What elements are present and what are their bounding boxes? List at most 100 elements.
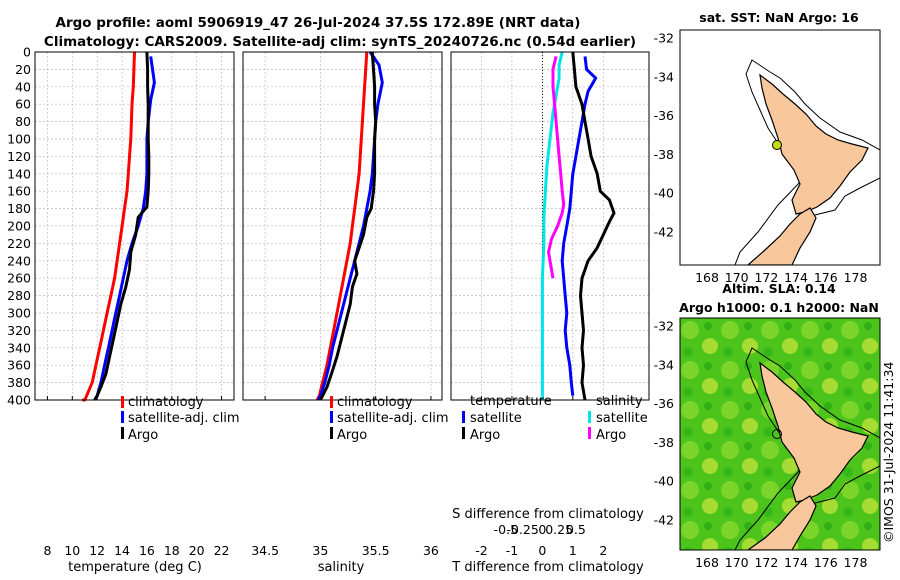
map-y-tick-label: -42 — [654, 513, 674, 528]
legend-swatch-argo — [121, 427, 124, 439]
sla-south-island — [746, 495, 817, 550]
series-t-argo — [571, 51, 616, 401]
x-tick-label: 14 — [114, 543, 130, 558]
map-y-tick-label: -38 — [654, 147, 674, 162]
s-tick-label: -0.25 — [506, 522, 538, 537]
y-tick-label: 240 — [7, 253, 31, 268]
y-tick-label: 0 — [23, 45, 31, 60]
y-tick-label: 200 — [7, 219, 31, 234]
salinity-panel: 34.5 35 35.5 36 salinity climatology satell… — [242, 51, 449, 575]
map-x-tick-label: 178 — [844, 270, 868, 285]
x-tick-label: -2 — [475, 543, 487, 558]
y-tick-label: 340 — [7, 340, 31, 355]
difference-xlabel-top: S difference from climatology — [452, 507, 644, 522]
y-tick-label: 20 — [15, 62, 31, 77]
legend-swatch-argo — [330, 427, 333, 439]
legend-t-argo: Argo — [470, 428, 500, 443]
sla-argo-marker — [772, 429, 782, 439]
sst-south-island — [747, 207, 817, 265]
series-s-argo — [547, 56, 566, 279]
map-x-tick-label: 176 — [814, 555, 838, 570]
x-tick-label: 35 — [312, 543, 328, 558]
legend-satellite: satellite-adj. clim — [337, 411, 449, 426]
legend-t-title: temperature — [470, 394, 552, 409]
figure-title-line2: Climatology: CARS2009. Satellite-adj cli… — [44, 34, 636, 50]
legend-swatch-satellite — [121, 411, 124, 423]
map-x-tick-label: 178 — [844, 555, 868, 570]
map-x-tick-label: 170 — [725, 270, 749, 285]
map-y-tick-label: -32 — [654, 319, 674, 334]
x-tick-label: 8 — [43, 543, 51, 558]
map-y-tick-label: -40 — [654, 474, 674, 489]
series-s-satellite — [540, 51, 564, 400]
map-x-tick-label: 172 — [754, 270, 778, 285]
y-tick-label: 120 — [7, 149, 31, 164]
map-y-tick-label: -36 — [654, 108, 674, 123]
series-argo — [93, 51, 151, 401]
sla-map-title-line1: Altim. SLA: 0.14 — [722, 281, 836, 296]
map-x-tick-label: 168 — [695, 270, 719, 285]
t-diff-legend: temperature satellite Argo — [462, 394, 552, 443]
x-tick-label: 20 — [189, 543, 205, 558]
y-tick-label: 220 — [7, 236, 31, 251]
legend-argo: Argo — [128, 428, 158, 443]
series-t-satellite — [560, 56, 598, 396]
map-y-tick-label: -36 — [654, 396, 674, 411]
map-y-tick-label: -40 — [654, 186, 674, 201]
y-tick-label: 300 — [7, 306, 31, 321]
sst-argo-marker — [772, 140, 782, 150]
y-tick-label: 360 — [7, 358, 31, 373]
legend-swatch-s-satellite — [588, 411, 591, 423]
sla-map-title-line2: Argo h1000: 0.1 h2000: NaN — [679, 300, 879, 315]
map-x-tick-label: 168 — [695, 555, 719, 570]
s-tick-label: 0 — [538, 522, 546, 537]
map-x-tick-label: 174 — [784, 270, 808, 285]
salinity-xlabel: salinity — [318, 560, 365, 575]
temperature-panel: 8 10 12 14 16 18 20 220204060801001201401601802… — [7, 45, 239, 576]
series-argo — [319, 51, 378, 401]
x-tick-label: 36 — [423, 543, 439, 558]
legend-climatology: climatology — [337, 395, 413, 410]
x-tick-label: 16 — [139, 543, 155, 558]
legend-swatch-t-argo — [462, 427, 465, 439]
temperature-xlabel: temperature (deg C) — [68, 560, 202, 575]
series-satellite-adj-clim — [93, 56, 156, 401]
x-tick-label: 22 — [214, 543, 230, 558]
s-tick-label: 0.25 — [545, 522, 573, 537]
s-tick-label: 0.5 — [566, 522, 586, 537]
y-tick-label: 140 — [7, 166, 31, 181]
difference-xlabel: T difference from climatology — [451, 560, 644, 575]
map-y-tick-label: -34 — [654, 357, 674, 372]
legend-satellite: satellite-adj. clim — [128, 411, 240, 426]
x-tick-label: 35.5 — [362, 543, 390, 558]
temperature-legend: climatology satellite-adj. clim Argo — [121, 395, 240, 443]
y-tick-label: 80 — [15, 114, 31, 129]
sst-map: sat. SST: NaN Argo: 16 168 170 172 174 176 17… — [654, 10, 881, 285]
legend-s-argo: Argo — [596, 428, 626, 443]
legend-swatch-climatology — [121, 396, 124, 408]
y-tick-label: 320 — [7, 323, 31, 338]
legend-swatch-s-argo — [588, 427, 591, 439]
sst-map-title: sat. SST: NaN Argo: 16 — [699, 10, 859, 25]
x-tick-label: -1 — [506, 543, 518, 558]
legend-t-satellite: satellite — [470, 411, 522, 426]
sla-map: Altim. SLA: 0.14 Argo h1000: 0.1 h2000: … — [654, 281, 881, 570]
salinity-legend: climatology satellite-adj. clim Argo — [330, 395, 449, 443]
legend-swatch-climatology — [330, 396, 333, 408]
s-tick-label: -0.5 — [494, 522, 518, 537]
x-tick-label: 1 — [569, 543, 577, 558]
x-tick-label: 34.5 — [251, 543, 279, 558]
y-tick-label: 280 — [7, 288, 31, 303]
legend-swatch-satellite — [330, 411, 333, 423]
y-tick-label: 260 — [7, 271, 31, 286]
x-tick-label: 10 — [64, 543, 80, 558]
y-tick-label: 60 — [15, 97, 31, 112]
map-x-tick-label: 174 — [784, 555, 808, 570]
s-diff-legend: salinity satellite Argo — [588, 394, 648, 443]
series-satellite-adj-clim — [316, 51, 384, 401]
x-tick-label: 0 — [538, 543, 546, 558]
y-tick-label: 400 — [7, 393, 31, 408]
y-tick-label: 380 — [7, 375, 31, 390]
y-tick-label: 100 — [7, 132, 31, 147]
